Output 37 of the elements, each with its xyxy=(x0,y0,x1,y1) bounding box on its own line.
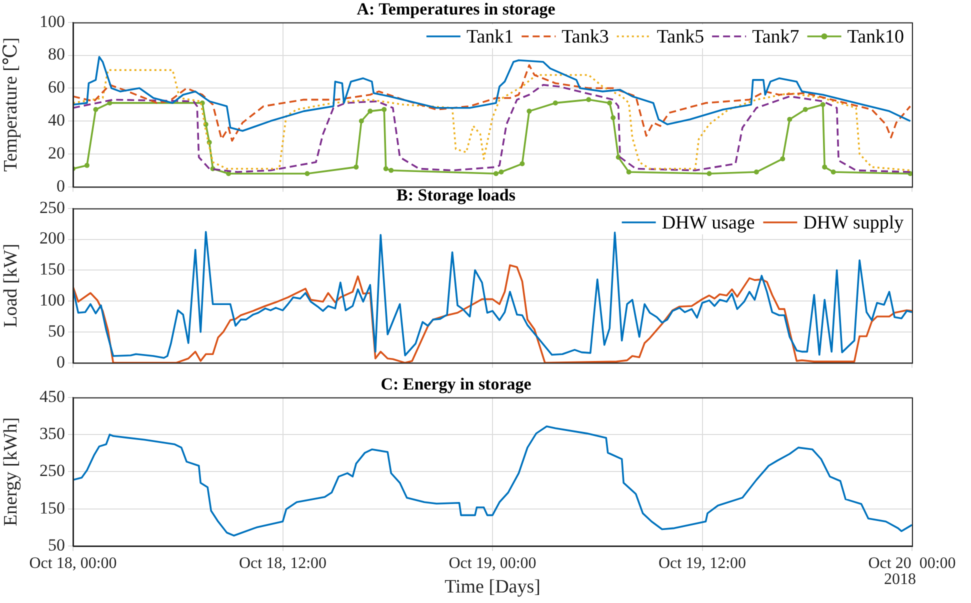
x-tick-label: Oct 19, 00:00 xyxy=(448,554,536,572)
y-tick-label: 250 xyxy=(40,198,65,217)
chart-title: C: Energy in storage xyxy=(380,374,532,394)
legend-label: Tank10 xyxy=(847,26,904,48)
x-tick-label: Oct 18, 00:00 xyxy=(29,554,117,572)
text: 2018 xyxy=(884,571,916,588)
y-tick-label: 60 xyxy=(48,78,65,97)
chart-title: A: Temperatures in storage xyxy=(356,0,556,19)
y-tick-label: 50 xyxy=(48,321,65,340)
legend-label: Tank1 xyxy=(466,26,514,48)
y-tick-label: 200 xyxy=(40,228,65,248)
x-tick-label: Oct 20 00:00 xyxy=(868,554,956,572)
y-tick-label: 450 xyxy=(40,386,65,406)
chart-title: B: Storage loads xyxy=(396,186,516,205)
legend-label: DHW usage xyxy=(662,212,755,234)
y-tick-label: 50 xyxy=(48,535,65,554)
y-tick-label: 100 xyxy=(40,12,65,31)
y-tick-label: 0 xyxy=(56,352,65,372)
legend-label: Tank5 xyxy=(656,26,704,48)
x-tick-label: Oct 19, 12:00 xyxy=(658,554,746,572)
y-tick-label: 250 xyxy=(40,461,65,480)
y-tick-label: 350 xyxy=(40,424,65,444)
y-tick-label: 150 xyxy=(40,260,65,279)
y-tick-label: 80 xyxy=(48,44,65,64)
x-tick-label: Oct 18, 12:00 xyxy=(238,554,327,572)
y-axis-title: Temperature [℃] xyxy=(0,37,22,172)
y-tick-label: 100 xyxy=(40,290,65,310)
y-axis-title: Energy [kWh] xyxy=(0,417,22,526)
y-tick-label: 40 xyxy=(48,110,65,130)
y-tick-label: 0 xyxy=(56,176,65,196)
legend-label: Tank3 xyxy=(562,26,609,48)
x-axis-title: Time [Days] xyxy=(444,576,540,598)
y-tick-label: 20 xyxy=(48,143,65,162)
y-axis-title: Load [kW] xyxy=(0,244,22,328)
y-tick-label: 150 xyxy=(40,498,65,518)
legend-label: DHW supply xyxy=(803,212,904,234)
legend-label: Tank7 xyxy=(752,26,800,48)
